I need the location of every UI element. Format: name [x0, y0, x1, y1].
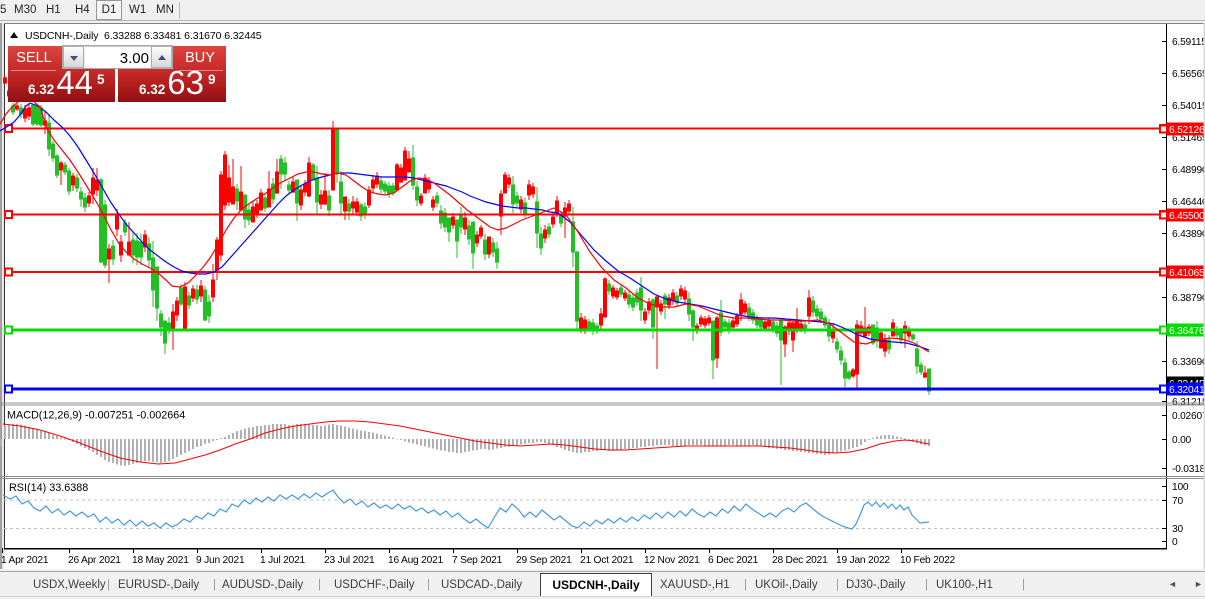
- svg-text:19 Jan 2022: 19 Jan 2022: [836, 555, 890, 566]
- svg-text:0: 0: [1172, 537, 1178, 548]
- svg-text:10 Feb 2022: 10 Feb 2022: [900, 555, 956, 566]
- svg-text:1 Apr 2021: 1 Apr 2021: [1, 555, 49, 566]
- svg-text:28 Dec 2021: 28 Dec 2021: [772, 555, 828, 566]
- svg-text:6.51465: 6.51465: [1172, 133, 1205, 144]
- svg-text:6.32041: 6.32041: [1169, 385, 1205, 396]
- svg-text:6.46440: 6.46440: [1172, 197, 1205, 208]
- svg-text:-0.03187: -0.03187: [1172, 464, 1205, 475]
- svg-text:6.52126: 6.52126: [1169, 125, 1205, 136]
- svg-text:21 Oct 2021: 21 Oct 2021: [580, 555, 634, 566]
- svg-text:26 Apr 2021: 26 Apr 2021: [68, 555, 121, 566]
- svg-text:18 May 2021: 18 May 2021: [132, 555, 189, 566]
- svg-text:6.56565: 6.56565: [1172, 69, 1205, 80]
- svg-text:6 Dec 2021: 6 Dec 2021: [708, 555, 759, 566]
- svg-text:6.48990: 6.48990: [1172, 165, 1205, 176]
- svg-text:6.43890: 6.43890: [1172, 229, 1205, 240]
- svg-text:12 Nov 2021: 12 Nov 2021: [644, 555, 700, 566]
- svg-text:6.41065: 6.41065: [1169, 268, 1205, 279]
- svg-text:30: 30: [1172, 524, 1183, 535]
- svg-text:9 Jun 2021: 9 Jun 2021: [196, 555, 245, 566]
- svg-text:23 Jul 2021: 23 Jul 2021: [324, 555, 375, 566]
- svg-text:0.02607: 0.02607: [1172, 411, 1205, 422]
- svg-text:USDCNH-,Daily 6.33288 6.33481: USDCNH-,Daily 6.33288 6.33481 6.31670 6.…: [25, 30, 262, 42]
- svg-text:100: 100: [1172, 482, 1189, 493]
- svg-text:70: 70: [1172, 496, 1183, 507]
- svg-text:6.59115: 6.59115: [1172, 37, 1205, 48]
- svg-text:0.00: 0.00: [1172, 435, 1192, 446]
- svg-text:6.36476: 6.36476: [1169, 326, 1205, 337]
- svg-text:16 Aug 2021: 16 Aug 2021: [388, 555, 444, 566]
- svg-text:29 Sep 2021: 29 Sep 2021: [516, 555, 572, 566]
- svg-text:1 Jul 2021: 1 Jul 2021: [260, 555, 306, 566]
- svg-text:6.45500: 6.45500: [1169, 211, 1205, 222]
- svg-text:MACD(12,26,9) -0.007251 -0.002: MACD(12,26,9) -0.007251 -0.002664: [7, 410, 185, 422]
- svg-text:RSI(14) 33.6388: RSI(14) 33.6388: [9, 482, 88, 494]
- svg-text:6.33690: 6.33690: [1172, 357, 1205, 368]
- svg-text:7 Sep 2021: 7 Sep 2021: [452, 555, 503, 566]
- svg-text:6.38790: 6.38790: [1172, 293, 1205, 304]
- svg-text:6.54015: 6.54015: [1172, 101, 1205, 112]
